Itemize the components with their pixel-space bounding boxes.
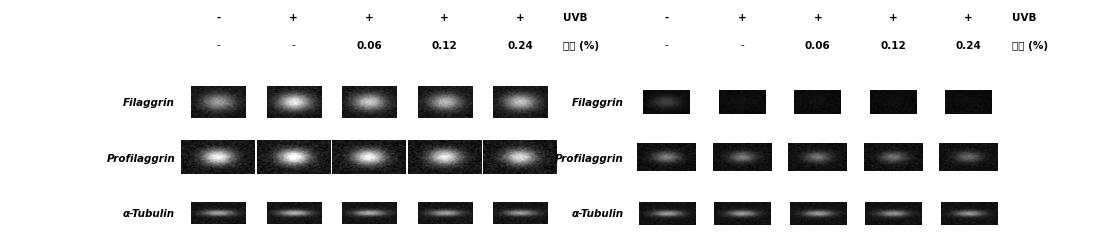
- Text: -: -: [741, 40, 744, 50]
- Text: UVB: UVB: [1012, 13, 1036, 23]
- Text: -: -: [665, 13, 668, 23]
- Text: 홍삼 (%): 홍삼 (%): [563, 40, 600, 50]
- Text: Profilaggrin: Profilaggrin: [555, 153, 624, 163]
- Text: α-Tubulin: α-Tubulin: [571, 209, 624, 218]
- Text: -: -: [217, 40, 220, 50]
- Text: 0.12: 0.12: [432, 40, 457, 50]
- Text: +: +: [516, 13, 524, 23]
- Text: -: -: [217, 13, 220, 23]
- Text: -: -: [292, 40, 295, 50]
- Text: 0.06: 0.06: [357, 40, 382, 50]
- Text: +: +: [365, 13, 373, 23]
- Text: 0.24: 0.24: [508, 40, 533, 50]
- Text: +: +: [889, 13, 897, 23]
- Text: +: +: [814, 13, 822, 23]
- Text: 0.12: 0.12: [881, 40, 906, 50]
- Text: 0.24: 0.24: [956, 40, 981, 50]
- Text: +: +: [441, 13, 449, 23]
- Text: +: +: [290, 13, 298, 23]
- Text: 0.06: 0.06: [805, 40, 830, 50]
- Text: UVB: UVB: [563, 13, 587, 23]
- Text: Filaggrin: Filaggrin: [124, 98, 175, 108]
- Text: +: +: [738, 13, 746, 23]
- Text: 홍삼 (%): 홍삼 (%): [1012, 40, 1048, 50]
- Text: Filaggrin: Filaggrin: [572, 98, 624, 108]
- Text: +: +: [965, 13, 973, 23]
- Text: Profilaggrin: Profilaggrin: [106, 153, 175, 163]
- Text: -: -: [665, 40, 668, 50]
- Text: α-Tubulin: α-Tubulin: [123, 209, 175, 218]
